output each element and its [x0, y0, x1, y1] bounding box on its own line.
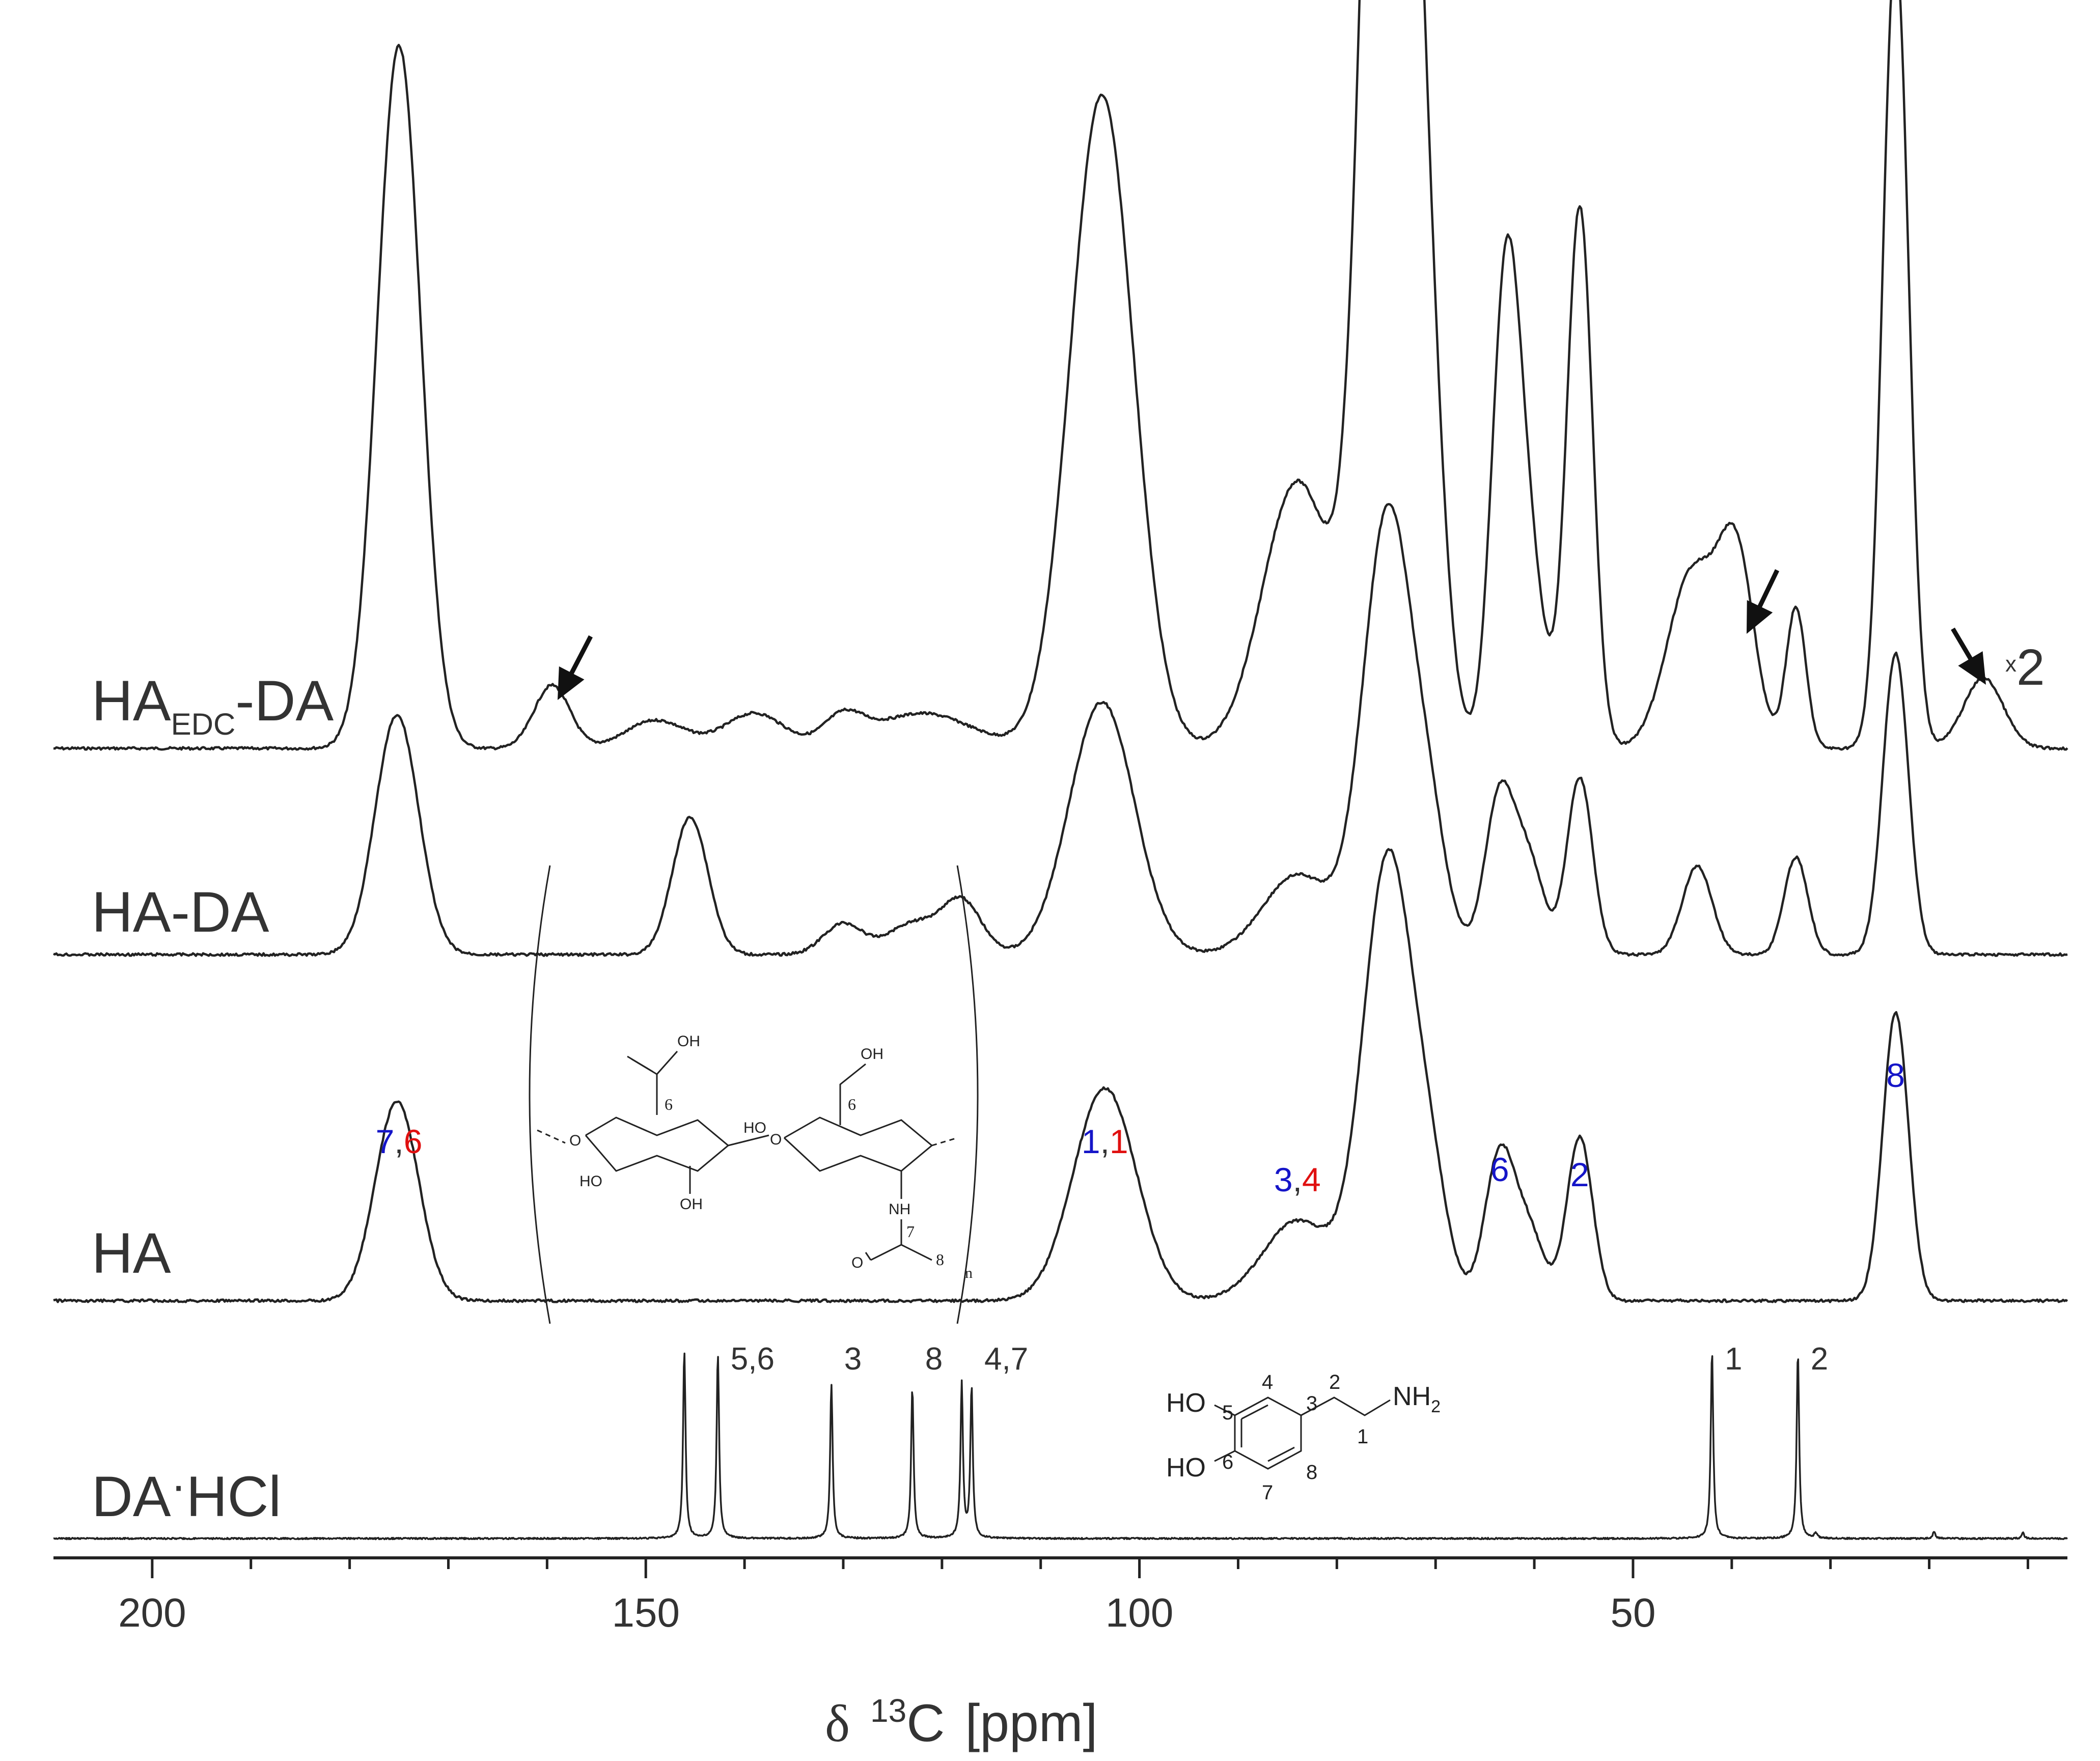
ha-nh: NH — [889, 1201, 910, 1218]
da-n6: 6 — [1222, 1451, 1233, 1473]
x-axis-label: δ 13C [ppm] — [825, 1692, 1097, 1753]
arrow-159 — [558, 635, 593, 700]
da-peak-label: 3 — [844, 1341, 862, 1377]
da-n8: 8 — [1306, 1461, 1317, 1484]
ha-peak-label: 8 — [1886, 1056, 1905, 1094]
da-structure: HO HO 5 4 3 2 1 6 7 8 NH2 — [1166, 1371, 1441, 1504]
da-ho1: HO — [1166, 1388, 1206, 1418]
label-da-hcl: DA·HCl — [92, 1460, 281, 1528]
da-peak-label: 4,7 — [984, 1341, 1028, 1377]
da-n5: 5 — [1222, 1402, 1233, 1424]
ha-structure: OH OH 6 6 O HO O OH HO NH 7 8 O n — [529, 865, 979, 1324]
ha-peak-label: 2 — [1570, 1156, 1589, 1193]
da-n2: 2 — [1329, 1371, 1340, 1393]
da-peak-label: 5,6 — [731, 1341, 775, 1377]
ha-peak-label: 3,4 — [1274, 1161, 1321, 1198]
x-tick-label: 50 — [1610, 1590, 1655, 1635]
da-peak-label: 2 — [1811, 1341, 1828, 1377]
x-tick-label: 200 — [118, 1590, 186, 1635]
ha-c6-blue: 6 — [848, 1095, 856, 1113]
ha-ho-mid: HO — [743, 1120, 766, 1136]
spectrum-da-hcl — [53, 1352, 2068, 1541]
da-n7: 7 — [1262, 1482, 1273, 1504]
spectra-group — [53, 0, 2068, 1541]
arrow-40 — [1747, 569, 1780, 634]
ha-peak-label: 7,6 — [376, 1123, 423, 1160]
label-ha-edc-da: HAEDC-DA — [92, 669, 334, 741]
ha-o-bot: O — [851, 1254, 863, 1271]
da-peak-label: 8 — [925, 1341, 943, 1377]
label-ha-da: HA-DA — [92, 880, 269, 944]
ha-oh-top1: OH — [677, 1033, 700, 1050]
da-n4: 4 — [1262, 1371, 1273, 1393]
ha-oh-bot1: OH — [680, 1196, 703, 1213]
x-tick-label: 100 — [1106, 1590, 1173, 1635]
da-n1: 1 — [1357, 1425, 1368, 1448]
x-axis-ticks: 200 150 100 50 — [118, 1558, 2029, 1635]
spectrum-ha-da — [53, 503, 2068, 957]
ha-peak-label: 6 — [1490, 1151, 1509, 1188]
da-ho2: HO — [1166, 1453, 1206, 1483]
ha-ho-bot: HO — [579, 1173, 602, 1190]
label-ha: HA — [92, 1221, 171, 1285]
ha-n-sub: n — [965, 1265, 973, 1281]
da-nh2: NH2 — [1393, 1382, 1441, 1416]
ha-o-left: O — [569, 1132, 581, 1149]
ha-oh-top2: OH — [861, 1046, 883, 1063]
ha-c6-red: 6 — [665, 1095, 673, 1113]
da-n3: 3 — [1306, 1392, 1317, 1415]
x-tick-label: 150 — [612, 1590, 679, 1635]
da-peak-label: 1 — [1725, 1341, 1742, 1377]
spectrum-ha-edc-da — [53, 0, 2068, 751]
arrows-group — [558, 569, 1986, 700]
ha-c7: 7 — [906, 1222, 915, 1241]
arrow-15 — [1951, 627, 1986, 685]
spectrum-ha — [53, 848, 2068, 1303]
scale-note-x2: x2 — [2005, 639, 2045, 696]
ha-c8: 8 — [936, 1250, 944, 1269]
ha-peak-labels: 7,6 1,1 3,4 6 2 8 — [376, 1056, 1905, 1198]
da-peak-labels: 5,6 3 8 4,7 1 2 — [731, 1341, 1828, 1377]
ha-o-mid: O — [770, 1131, 782, 1148]
ha-peak-label: 1,1 — [1082, 1123, 1128, 1160]
